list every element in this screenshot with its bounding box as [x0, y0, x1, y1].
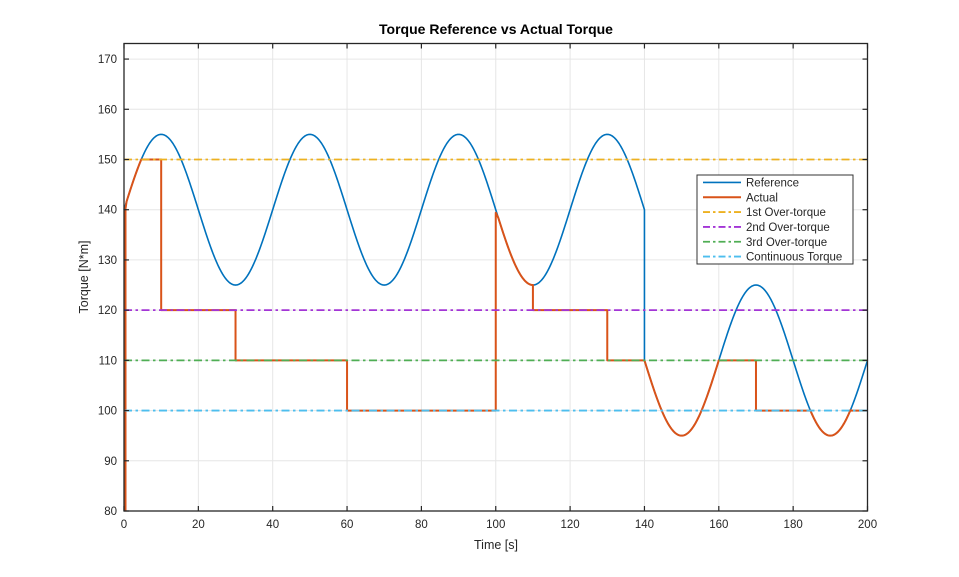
x-axis-label: Time [s]: [474, 538, 518, 552]
x-tick-label: 140: [635, 519, 654, 531]
tick-label-layer: 0 20 40 60 80 100 120 140 160 180 200 80 90 100 110 120…: [98, 54, 877, 531]
legend-entry-label: Actual: [746, 192, 778, 204]
x-tick-label: 120: [561, 519, 580, 531]
x-tick-label: 60: [341, 519, 354, 531]
x-tick-label: 180: [784, 519, 803, 531]
x-tick-label: 100: [486, 519, 505, 531]
legend-entry-label: Reference: [746, 177, 799, 189]
y-tick-label: 120: [98, 305, 117, 317]
y-tick-label: 110: [99, 355, 117, 367]
x-tick-label: 160: [709, 519, 728, 531]
chart-title: Torque Reference vs Actual Torque: [379, 21, 613, 37]
x-tick-label: 80: [415, 519, 428, 531]
y-tick-label: 130: [98, 255, 117, 267]
y-tick-label: 140: [98, 205, 117, 217]
data-layer: [123, 133, 869, 511]
legend: Reference Actual 1st Over-torque 2nd Over-t…: [696, 174, 854, 265]
legend-entry-label: 2nd Over-torque: [746, 222, 830, 234]
series-actual-line: [124, 158, 868, 511]
y-tick-label: 100: [98, 406, 117, 418]
y-tick-label: 90: [104, 456, 117, 468]
y-tick-label: 150: [98, 154, 117, 166]
x-tick-label: 0: [121, 519, 127, 531]
legend-entry-label: 1st Over-torque: [746, 207, 826, 219]
legend-entry-label: Continuous Torque: [746, 252, 842, 264]
series-reference-line: [123, 133, 869, 437]
legend-entry-label: 3rd Over-torque: [746, 237, 827, 249]
y-tick-label: 170: [98, 54, 117, 66]
y-tick-label: 160: [98, 104, 117, 116]
x-tick-label: 40: [266, 519, 279, 531]
legend-box: [696, 174, 854, 265]
y-axis-label: Torque [N*m]: [77, 241, 91, 314]
y-tick-label: 80: [104, 506, 117, 518]
axes-layer: [123, 42, 869, 512]
x-tick-label: 20: [192, 519, 205, 531]
x-tick-label: 200: [858, 519, 877, 531]
